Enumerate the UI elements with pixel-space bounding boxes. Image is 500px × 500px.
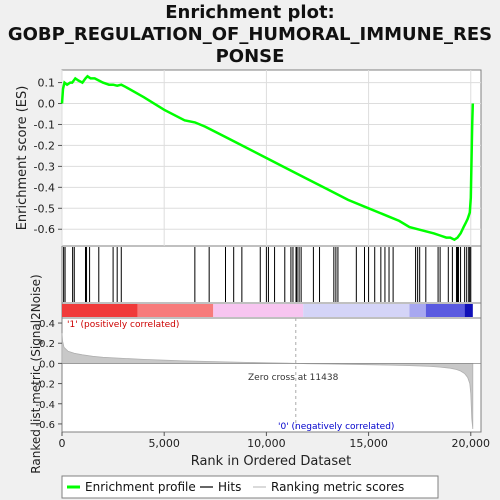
legend-hits-label: Hits	[218, 480, 241, 494]
es-y-tick-label: -0.4	[34, 181, 55, 194]
metric-y-tick-label: -0.2	[35, 380, 55, 391]
color-bar-segment	[137, 304, 214, 317]
es-panel	[61, 69, 482, 247]
metric-y-tick-label: -0.4	[35, 400, 55, 411]
x-tick-label: 20,000	[452, 437, 491, 450]
x-tick-label: 10,000	[247, 437, 286, 450]
negative-correlated-label: '0' (negatively correlated)	[278, 422, 394, 432]
x-tick-label: 15,000	[349, 437, 388, 450]
es-y-tick-label: -0.2	[34, 139, 55, 152]
metric-y-axis: 0.4 0.2 0.0 -0.2 -0.4 -0.6	[35, 319, 62, 431]
metric-y-tick-label: 0.2	[39, 339, 55, 350]
color-bar-segment	[425, 304, 465, 317]
enrichment-profile-series	[60, 74, 475, 242]
x-axis-label: Rank in Ordered Dataset	[191, 454, 352, 469]
es-y-axis: 0.1 0.0 -0.1 -0.2 -0.3 -0.4 -0.5 -0.6	[34, 77, 62, 236]
es-y-tick-label: -0.6	[34, 223, 55, 236]
color-bar-segment	[409, 304, 426, 317]
x-tick-label: 0	[59, 437, 66, 450]
rank-color-bar	[62, 304, 473, 317]
x-tick-label: 5,000	[148, 437, 180, 450]
chart-title: Enrichment plot: GOBP_REGULATION_OF_HUMO…	[0, 2, 500, 68]
color-bar-segment	[62, 304, 138, 317]
legend-metric-label: Ranking metric scores	[271, 480, 404, 494]
chart-title-line-1: Enrichment plot:	[165, 2, 335, 23]
es-y-tick-label: 0.1	[38, 77, 56, 90]
es-y-axis-label: Enrichment score (ES)	[15, 86, 30, 231]
metric-panel	[61, 317, 482, 433]
hit-marks	[63, 247, 472, 302]
chart-title-line-3: PONSE	[215, 46, 285, 67]
x-axis: 0 5,000 10,000 15,000 20,000	[59, 432, 491, 450]
zero-cross-label: Zero cross at 11438	[248, 373, 339, 383]
ranking-metric-area	[61, 318, 481, 432]
es-y-tick-label: -0.1	[34, 118, 55, 131]
legend-es-label: Enrichment profile	[85, 480, 196, 494]
metric-y-tick-label: -0.6	[35, 420, 55, 431]
metric-y-tick-label: 0.4	[39, 319, 55, 330]
enrichment-profile-line	[60, 74, 475, 242]
positive-correlated-label: '1' (positively correlated)	[67, 320, 179, 330]
es-y-tick-label: -0.3	[34, 160, 55, 173]
color-bar-segment	[213, 304, 304, 317]
es-y-tick-label: -0.5	[34, 202, 55, 215]
chart-title-line-2: GOBP_REGULATION_OF_HUMORAL_IMMUNE_RES	[7, 24, 493, 45]
es-y-tick-label: 0.0	[38, 98, 56, 111]
hits-panel	[61, 245, 482, 304]
legend-box	[61, 475, 439, 499]
metric-y-tick-label: 0.0	[39, 359, 55, 370]
color-bar-segment	[303, 304, 410, 317]
metric-y-axis-label: Ranked list metric (Signal2Noise)	[29, 274, 43, 473]
color-bar-segment	[464, 304, 473, 317]
